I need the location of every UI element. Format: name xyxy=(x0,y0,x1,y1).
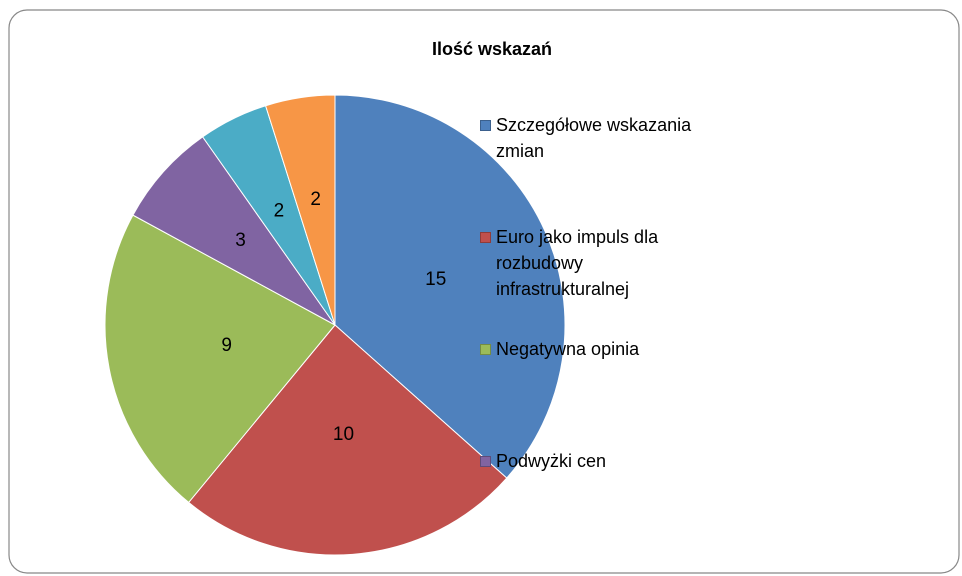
data-label: 2 xyxy=(310,189,321,210)
legend-swatch xyxy=(480,232,491,243)
pie-slice xyxy=(334,94,566,479)
legend-entry: Podwyżki cen xyxy=(480,448,711,474)
data-label: 15 xyxy=(425,269,446,290)
legend-label: Euro jako impuls dla rozbudowy infrastru… xyxy=(496,227,659,299)
legend-swatch xyxy=(480,456,491,467)
legend-entry: Szczegółowe wskazania zmian xyxy=(480,112,711,164)
pie-slice xyxy=(104,214,336,504)
legend-entry: Euro jako impuls dla rozbudowy infrastru… xyxy=(480,224,711,302)
pie-slice xyxy=(132,136,336,326)
legend-swatch xyxy=(480,120,491,131)
pie-slice xyxy=(264,94,336,326)
chart-title: Ilość wskazań xyxy=(432,39,552,59)
legend-label: Negatywna opinia xyxy=(496,339,640,359)
data-label: 3 xyxy=(235,230,246,251)
legend-label: Szczegółowe wskazania zmian xyxy=(496,115,692,161)
legend-label: Podwyżki cen xyxy=(496,451,607,471)
data-label: 2 xyxy=(274,201,285,222)
data-label: 9 xyxy=(221,335,232,356)
legend-swatch xyxy=(480,344,491,355)
data-label: 10 xyxy=(333,424,354,445)
legend-entry: Negatywna opinia xyxy=(480,336,711,362)
pie-slice xyxy=(187,324,508,556)
